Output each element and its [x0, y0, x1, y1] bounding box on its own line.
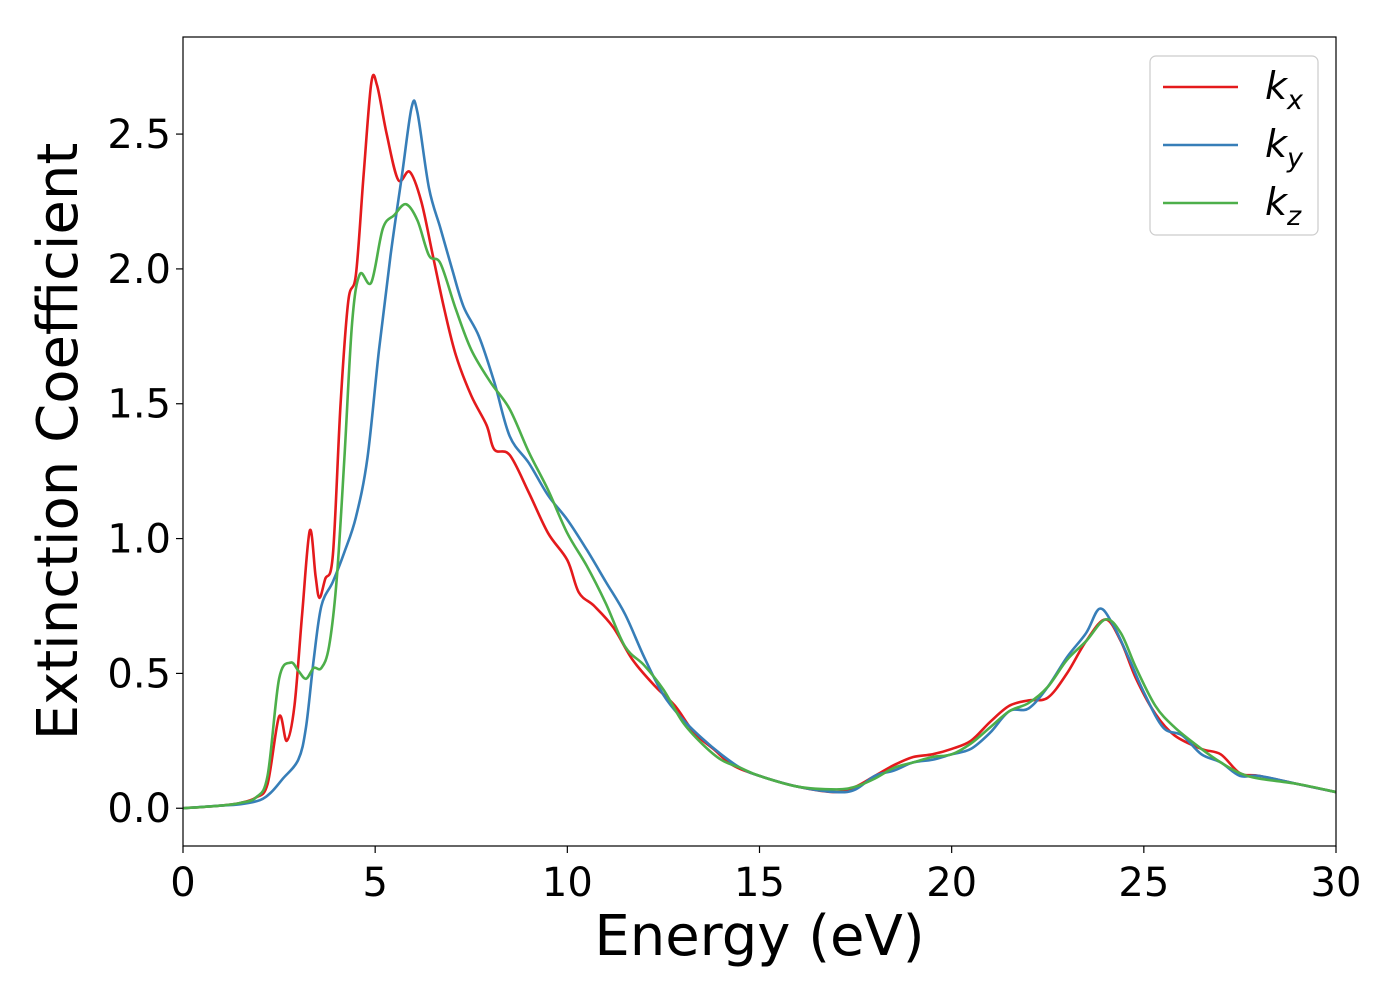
- y-tick-label: 1.5: [107, 382, 171, 428]
- x-tick-label: 20: [926, 860, 977, 906]
- y-tick-label: 2.5: [107, 112, 171, 158]
- x-axis-ticks: 0 5 10 15 20 25 30: [170, 846, 1361, 906]
- y-axis-title: Extinction Coefficient: [26, 143, 91, 741]
- x-tick-label: 5: [362, 860, 387, 906]
- x-axis-title: Energy (eV): [594, 904, 924, 969]
- x-tick-label: 0: [170, 860, 195, 906]
- y-tick-label: 0.5: [107, 651, 171, 697]
- x-tick-label: 30: [1311, 860, 1362, 906]
- series-line-ky: [182, 99, 1337, 810]
- x-tick-label: 10: [542, 860, 593, 906]
- y-axis-ticks: 0.0 0.5 1.0 1.5 2.0 2.5: [107, 112, 183, 832]
- x-tick-label: 15: [734, 860, 785, 906]
- y-tick-label: 2.0: [107, 247, 171, 293]
- y-tick-label: 1.0: [107, 517, 171, 563]
- series-layer: [182, 73, 1337, 810]
- series-line-kx: [182, 73, 1337, 810]
- y-tick-label: 0.0: [107, 786, 171, 832]
- series-line-kz: [182, 202, 1337, 810]
- x-tick-label: 25: [1118, 860, 1169, 906]
